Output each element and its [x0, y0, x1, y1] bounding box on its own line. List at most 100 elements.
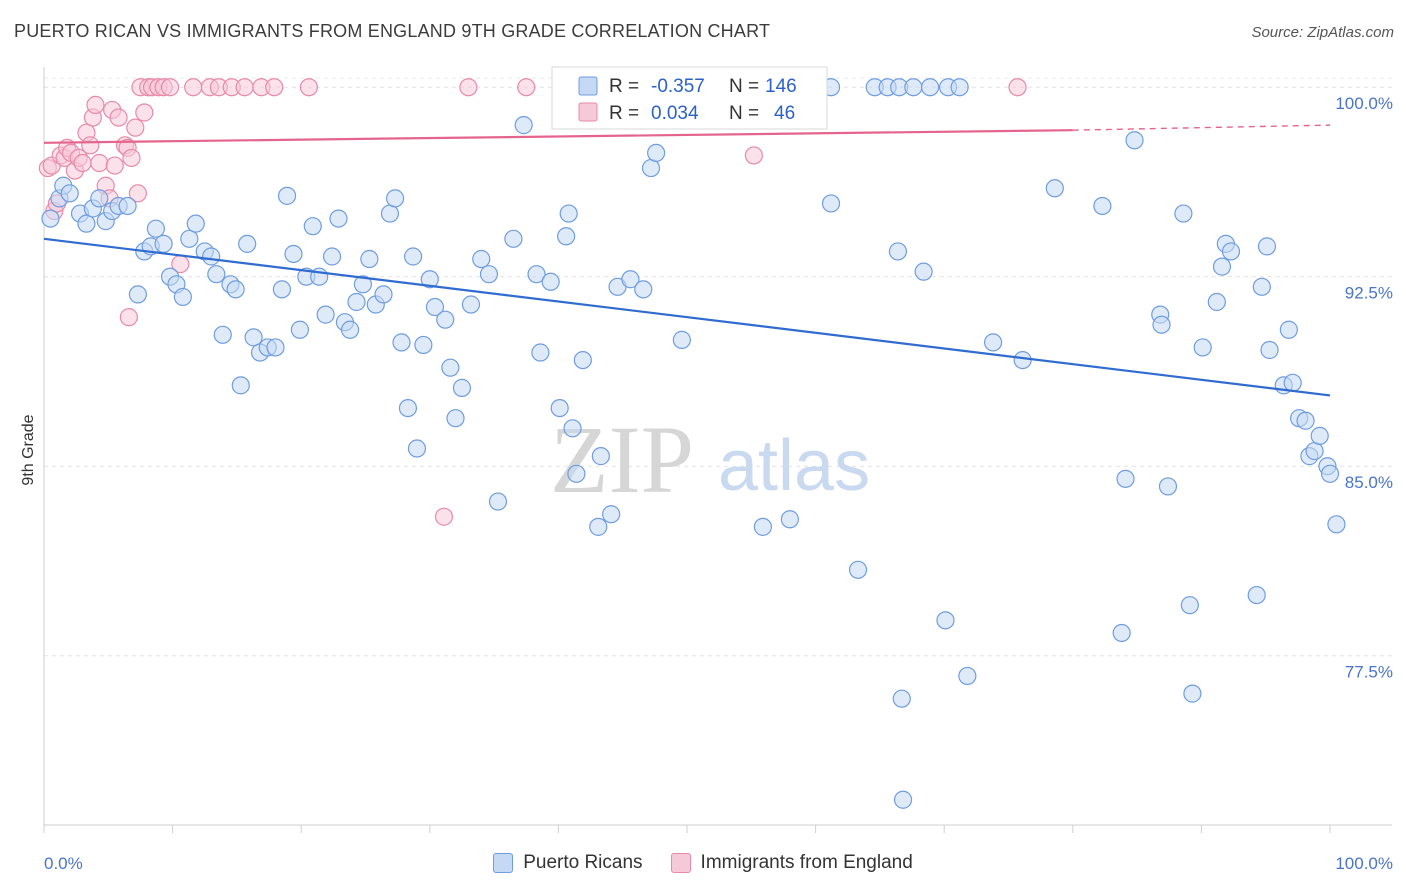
puerto-rican-point-46	[347, 292, 366, 312]
puerto-rican-point-132	[1247, 585, 1266, 605]
source-label: Source: ZipAtlas.com	[1251, 24, 1394, 41]
puerto-rican-point-138	[1283, 373, 1302, 392]
puerto-rican-point-125	[1180, 596, 1199, 615]
puerto-rican-point-60	[436, 310, 455, 329]
puerto-rican-point-80	[591, 447, 610, 466]
puerto-rican-point-142	[1305, 441, 1324, 461]
puerto-rican-point-66	[479, 265, 499, 284]
england-point-48	[1008, 78, 1027, 97]
puerto-rican-point-36	[284, 244, 303, 264]
england-point-41	[265, 78, 284, 97]
puerto-rican-point-25	[213, 325, 232, 344]
watermark-atlas: atlas	[718, 426, 870, 506]
puerto-rican-point-50	[374, 285, 393, 304]
england-point-25	[128, 184, 147, 203]
puerto-rican-point-76	[563, 419, 582, 438]
puerto-rican-point-73	[550, 399, 569, 418]
england-point-26	[119, 308, 138, 327]
puerto-rican-point-47	[353, 275, 373, 294]
puerto-rican-point-99	[904, 78, 923, 97]
puerto-rican-point-77	[567, 464, 586, 483]
england-point-43	[434, 507, 454, 526]
puerto-rican-point-62	[446, 409, 465, 428]
puerto-rican-point-104	[753, 517, 772, 536]
puerto-rican-point-70	[527, 265, 546, 284]
puerto-rican-point-5	[77, 214, 96, 233]
puerto-rican-point-48	[360, 249, 379, 269]
y-axis-label: 9th Grade	[20, 414, 37, 485]
puerto-rican-point-115	[1013, 350, 1032, 370]
puerto-rican-point-15	[146, 219, 165, 238]
puerto-rican-point-111	[914, 262, 933, 281]
england-point-35	[184, 78, 203, 97]
puerto-rican-point-137	[1279, 320, 1298, 339]
puerto-rican-point-123	[1158, 477, 1178, 496]
y-tick-label-0: 100.0%	[1335, 94, 1393, 113]
puerto-rican-point-16	[154, 234, 173, 253]
legend-label-immigrants-from-england: Immigrants from England	[700, 852, 913, 873]
y-tick-label-1: 92.5%	[1345, 284, 1393, 303]
england-point-47	[744, 146, 763, 165]
puerto-rican-point-51	[380, 204, 400, 223]
puerto-rican-point-72	[541, 272, 560, 291]
puerto-rican-point-127	[1193, 338, 1212, 357]
puerto-rican-point-30	[244, 328, 263, 347]
puerto-rican-point-27	[226, 280, 245, 299]
england-point-45	[517, 78, 536, 97]
england-point-39	[235, 78, 254, 97]
england-point-12	[81, 136, 100, 155]
puerto-rican-point-133	[1252, 277, 1271, 296]
puerto-rican-point-65	[472, 249, 491, 269]
puerto-rican-point-21	[186, 214, 205, 233]
puerto-rican-point-11	[118, 196, 137, 216]
puerto-rican-point-3	[60, 184, 79, 203]
legend-item-puerto-ricans: Puerto Ricans	[493, 852, 643, 874]
puerto-rican-point-24	[207, 265, 226, 284]
legend-swatch-immigrants-from-england	[670, 853, 691, 873]
immigrants-from-england-points	[38, 78, 1027, 526]
england-point-33	[160, 78, 180, 97]
legend-swatch-puerto-ricans	[493, 853, 514, 873]
puerto-rican-point-113	[958, 666, 977, 686]
legend-r-value-blue: -0.357	[651, 76, 705, 97]
puerto-rican-point-74	[557, 227, 576, 246]
england-point-20	[109, 108, 128, 127]
puerto-rican-point-145	[1320, 464, 1340, 483]
legend-n-value-pink: 46	[774, 103, 795, 124]
legend-n-label-pink: N =	[729, 103, 759, 124]
puerto-rican-point-108	[888, 242, 908, 261]
trend-lines	[43, 124, 1331, 397]
puerto-rican-point-122	[1152, 315, 1171, 334]
puerto-rican-point-43	[329, 209, 348, 228]
puerto-rican-point-120	[1125, 131, 1144, 150]
england-point-10	[73, 153, 92, 173]
puerto-rican-point-29	[238, 234, 257, 253]
puerto-rican-point-110	[893, 790, 913, 809]
legend-n-label-blue: N =	[729, 76, 759, 97]
england-point-23	[122, 148, 141, 168]
puerto-rican-point-57	[414, 335, 433, 355]
puerto-rican-point-83	[621, 270, 640, 289]
puerto-rican-point-85	[641, 158, 661, 178]
england-point-15	[90, 153, 109, 173]
puerto-rican-point-102	[950, 78, 969, 97]
puerto-rican-point-146	[1327, 515, 1346, 534]
puerto-rican-point-56	[407, 439, 427, 458]
y-tick-label-2: 85.0%	[1345, 473, 1393, 492]
immigrants-from-england-trend-extension	[1072, 124, 1331, 131]
puerto-rican-point-61	[441, 358, 460, 377]
legend-label-puerto-ricans: Puerto Ricans	[523, 852, 643, 873]
y-tick-label-3: 77.5%	[1345, 663, 1393, 682]
puerto-rican-point-79	[589, 517, 608, 536]
england-point-44	[459, 78, 478, 97]
x-tick-label-min: 0.0%	[44, 854, 83, 873]
puerto-rican-point-143	[1310, 426, 1329, 445]
puerto-rican-point-105	[780, 510, 799, 529]
puerto-rican-point-59	[425, 297, 445, 317]
puerto-rican-point-19	[173, 287, 192, 307]
puerto-rican-point-69	[514, 116, 533, 135]
england-point-28	[135, 103, 154, 122]
legend-swatch-blue	[578, 76, 598, 96]
puerto-rican-point-64	[461, 295, 481, 314]
puerto-rican-point-126	[1183, 684, 1202, 703]
